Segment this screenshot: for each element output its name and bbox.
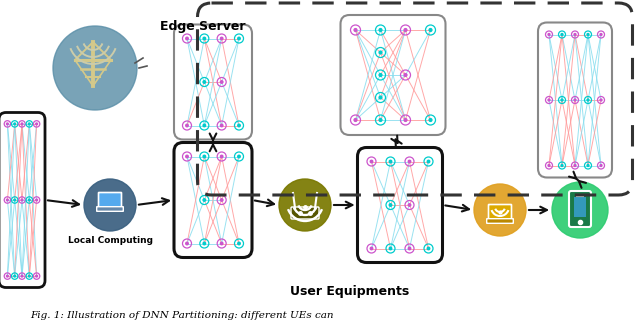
Circle shape (53, 26, 137, 110)
Circle shape (574, 99, 576, 101)
Circle shape (237, 37, 240, 40)
Circle shape (220, 155, 223, 158)
Circle shape (587, 165, 589, 167)
Circle shape (6, 199, 8, 201)
Text: User Equipments: User Equipments (291, 285, 410, 298)
FancyBboxPatch shape (574, 197, 586, 217)
Circle shape (28, 199, 30, 201)
Circle shape (408, 247, 411, 250)
Circle shape (36, 199, 38, 201)
Circle shape (370, 247, 372, 250)
FancyBboxPatch shape (486, 219, 513, 223)
Circle shape (408, 204, 411, 206)
Circle shape (21, 123, 23, 125)
Circle shape (587, 33, 589, 35)
Circle shape (474, 184, 526, 236)
Circle shape (28, 275, 30, 277)
FancyBboxPatch shape (488, 204, 511, 219)
FancyBboxPatch shape (174, 142, 252, 257)
Circle shape (279, 179, 331, 231)
Circle shape (404, 73, 407, 76)
Text: Local Computing: Local Computing (67, 236, 152, 245)
Circle shape (587, 99, 589, 101)
Circle shape (600, 33, 602, 35)
FancyBboxPatch shape (99, 193, 122, 208)
Circle shape (389, 160, 392, 163)
Circle shape (428, 160, 430, 163)
FancyBboxPatch shape (538, 23, 612, 177)
Circle shape (428, 247, 430, 250)
Circle shape (220, 199, 223, 201)
Circle shape (561, 165, 563, 167)
Circle shape (389, 204, 392, 206)
Circle shape (600, 99, 602, 101)
Circle shape (429, 119, 432, 121)
Circle shape (220, 242, 223, 245)
Circle shape (220, 124, 223, 127)
FancyBboxPatch shape (358, 148, 442, 262)
Circle shape (237, 124, 240, 127)
Circle shape (379, 29, 382, 31)
FancyBboxPatch shape (0, 113, 45, 288)
Circle shape (237, 155, 240, 158)
Circle shape (379, 51, 382, 54)
Circle shape (574, 33, 576, 35)
Circle shape (220, 37, 223, 40)
Circle shape (370, 160, 372, 163)
Circle shape (36, 123, 38, 125)
Circle shape (404, 29, 407, 31)
Circle shape (389, 247, 392, 250)
Circle shape (14, 275, 15, 277)
FancyBboxPatch shape (291, 207, 319, 219)
Circle shape (36, 275, 38, 277)
Text: Fig. 1: Illustration of DNN Partitioning: different UEs can: Fig. 1: Illustration of DNN Partitioning… (30, 311, 333, 320)
Circle shape (21, 275, 23, 277)
Circle shape (574, 165, 576, 167)
Circle shape (237, 242, 240, 245)
Circle shape (6, 123, 8, 125)
Circle shape (354, 29, 357, 31)
Circle shape (203, 199, 205, 201)
Circle shape (220, 81, 223, 83)
Circle shape (203, 37, 205, 40)
Circle shape (203, 124, 205, 127)
Circle shape (203, 81, 205, 83)
FancyBboxPatch shape (340, 15, 445, 135)
Circle shape (186, 124, 188, 127)
Circle shape (21, 199, 23, 201)
Circle shape (408, 160, 411, 163)
Circle shape (6, 275, 8, 277)
FancyBboxPatch shape (174, 25, 252, 139)
Circle shape (404, 119, 407, 121)
Circle shape (548, 99, 550, 101)
Circle shape (561, 99, 563, 101)
Text: Edge Server: Edge Server (160, 20, 246, 33)
Circle shape (379, 119, 382, 121)
Circle shape (561, 33, 563, 35)
FancyBboxPatch shape (569, 191, 591, 227)
Circle shape (203, 155, 205, 158)
Circle shape (552, 182, 608, 238)
Circle shape (28, 123, 30, 125)
Circle shape (429, 29, 432, 31)
Circle shape (600, 165, 602, 167)
Circle shape (186, 37, 188, 40)
FancyBboxPatch shape (97, 207, 124, 211)
Circle shape (14, 199, 15, 201)
Circle shape (186, 155, 188, 158)
Circle shape (379, 73, 382, 76)
Circle shape (379, 96, 382, 99)
Circle shape (354, 119, 357, 121)
Circle shape (203, 242, 205, 245)
Circle shape (186, 242, 188, 245)
Circle shape (548, 33, 550, 35)
Circle shape (548, 165, 550, 167)
Circle shape (14, 123, 15, 125)
Circle shape (84, 179, 136, 231)
